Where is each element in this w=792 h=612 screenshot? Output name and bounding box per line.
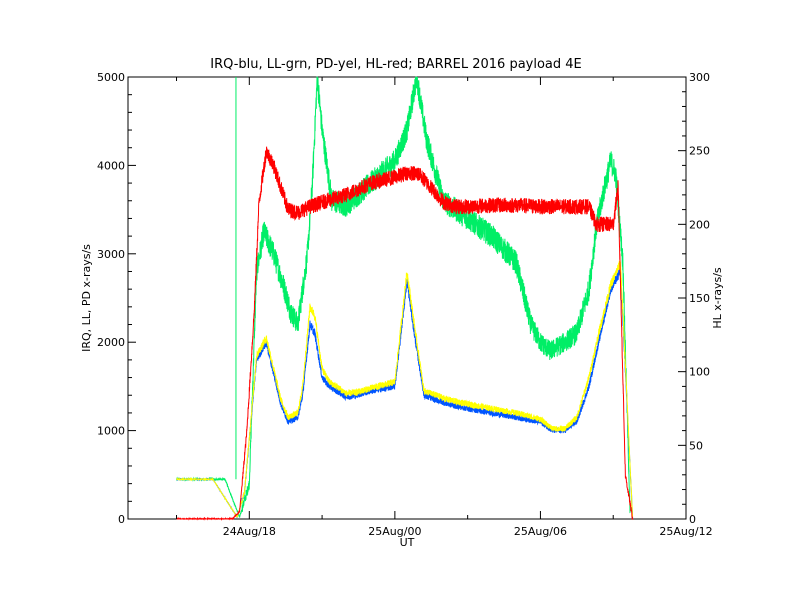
- y-tick-label-left: 1000: [97, 425, 125, 438]
- y-axis-label-right: HL x-rays/s: [711, 267, 724, 329]
- y-tick-label-left: 4000: [97, 159, 125, 172]
- y-tick-label-right: 50: [689, 439, 703, 452]
- y-tick-label-left: 5000: [97, 71, 125, 84]
- y-tick-label-right: 150: [689, 292, 710, 305]
- series-layer: [176, 76, 634, 521]
- y-tick-label-left: 3000: [97, 248, 125, 261]
- x-tick-label: 25Aug/00: [368, 525, 421, 538]
- axis-ticks: 24Aug/18 25Aug/00 25Aug/06 25Aug/1201000200…: [97, 71, 713, 538]
- x-tick-label: 24Aug/18: [223, 525, 276, 538]
- series-line-hl: [176, 146, 634, 521]
- plot-frame: [127, 76, 687, 520]
- series-line-irq: [176, 267, 634, 519]
- x-tick-label: 25Aug/12: [659, 525, 712, 538]
- y-tick-label-right: 300: [689, 71, 710, 84]
- y-tick-label-right: 0: [689, 513, 696, 526]
- series-line-pd: [176, 260, 634, 518]
- chart-title: IRQ-blu, LL-grn, PD-yel, HL-red; BARREL …: [210, 57, 582, 72]
- y-tick-label-left: 0: [118, 513, 125, 526]
- y-tick-label-right: 100: [689, 366, 710, 379]
- x-axis-label: UT: [400, 536, 415, 549]
- y-tick-label-right: 200: [689, 218, 710, 231]
- y-tick-label-right: 250: [689, 145, 710, 158]
- y-axis-label-left: IRQ, LL, PD x-rays/s: [80, 244, 93, 352]
- y-tick-label-left: 2000: [97, 336, 125, 349]
- x-tick-label: 25Aug/06: [514, 525, 567, 538]
